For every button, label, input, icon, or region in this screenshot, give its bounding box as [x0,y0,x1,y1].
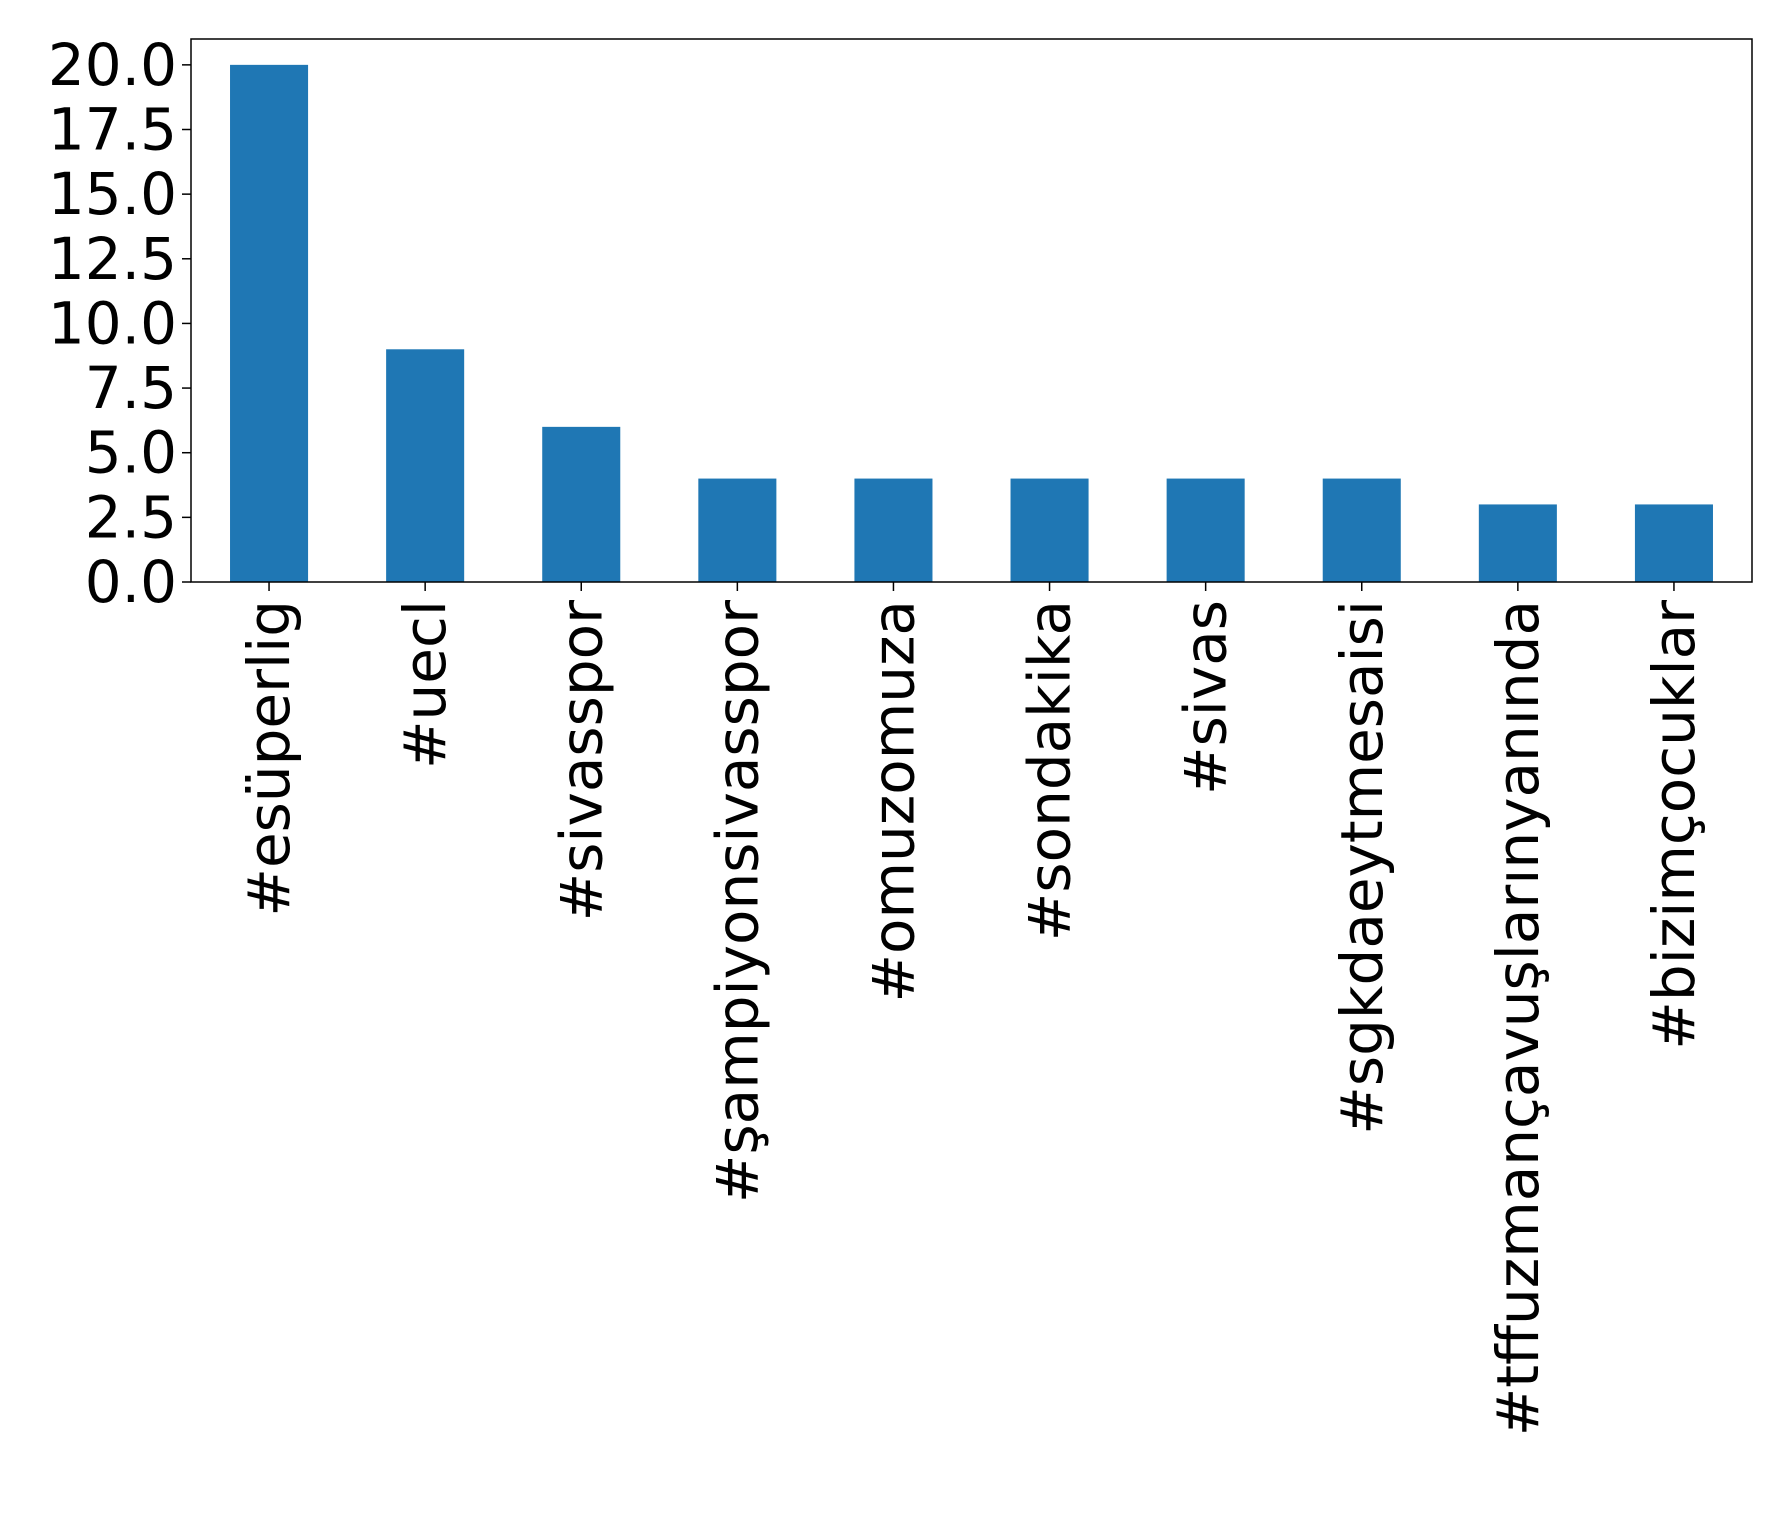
x-tick-label: #esüperlig [235,600,303,917]
x-tick-label: #sivasspor [547,600,615,922]
x-tick-label: #sondakika [1016,600,1084,941]
x-axis: #esüperlig #uecl #sivasspor #şampiyonsivass… [235,582,1708,1436]
y-axis: 0.02.55.07.510.012.515.017.520.0 [48,31,191,616]
y-tick-label: 5.0 [85,419,177,487]
x-tick-label: #sivas [1172,600,1240,795]
x-tick-label: #tffuzmançavuşlarınyanında [1484,600,1552,1436]
bar-0 [230,64,309,583]
y-tick-label: 17.5 [48,96,177,164]
bar-3 [698,478,777,582]
y-tick-label: 2.5 [85,483,177,551]
plot-frame [190,38,1753,583]
y-tick-label: 0.0 [85,548,177,616]
x-tick-label: #omuzomuza [859,600,927,1003]
bar-4 [854,478,933,582]
bar-7 [1322,478,1401,582]
y-tick-label: 20.0 [48,31,177,99]
y-tick-label: 7.5 [85,354,177,422]
x-tick-label: #sgkdaeytmesaisi [1328,600,1396,1135]
bar-2 [542,426,621,582]
bar-8 [1478,504,1557,582]
y-tick-label: 10.0 [48,289,177,357]
bar-9 [1634,504,1713,582]
bar-5 [1010,478,1089,582]
x-tick-label: #şampiyonsivasspor [703,600,771,1203]
bar-1 [386,349,465,582]
bars-layer [230,64,1713,583]
y-tick-label: 12.5 [48,225,177,293]
x-tick-label: #uecl [391,600,459,769]
bar-6 [1166,478,1245,582]
x-tick-label: #bizimçocuklar [1640,600,1708,1050]
y-tick-label: 15.0 [48,160,177,228]
